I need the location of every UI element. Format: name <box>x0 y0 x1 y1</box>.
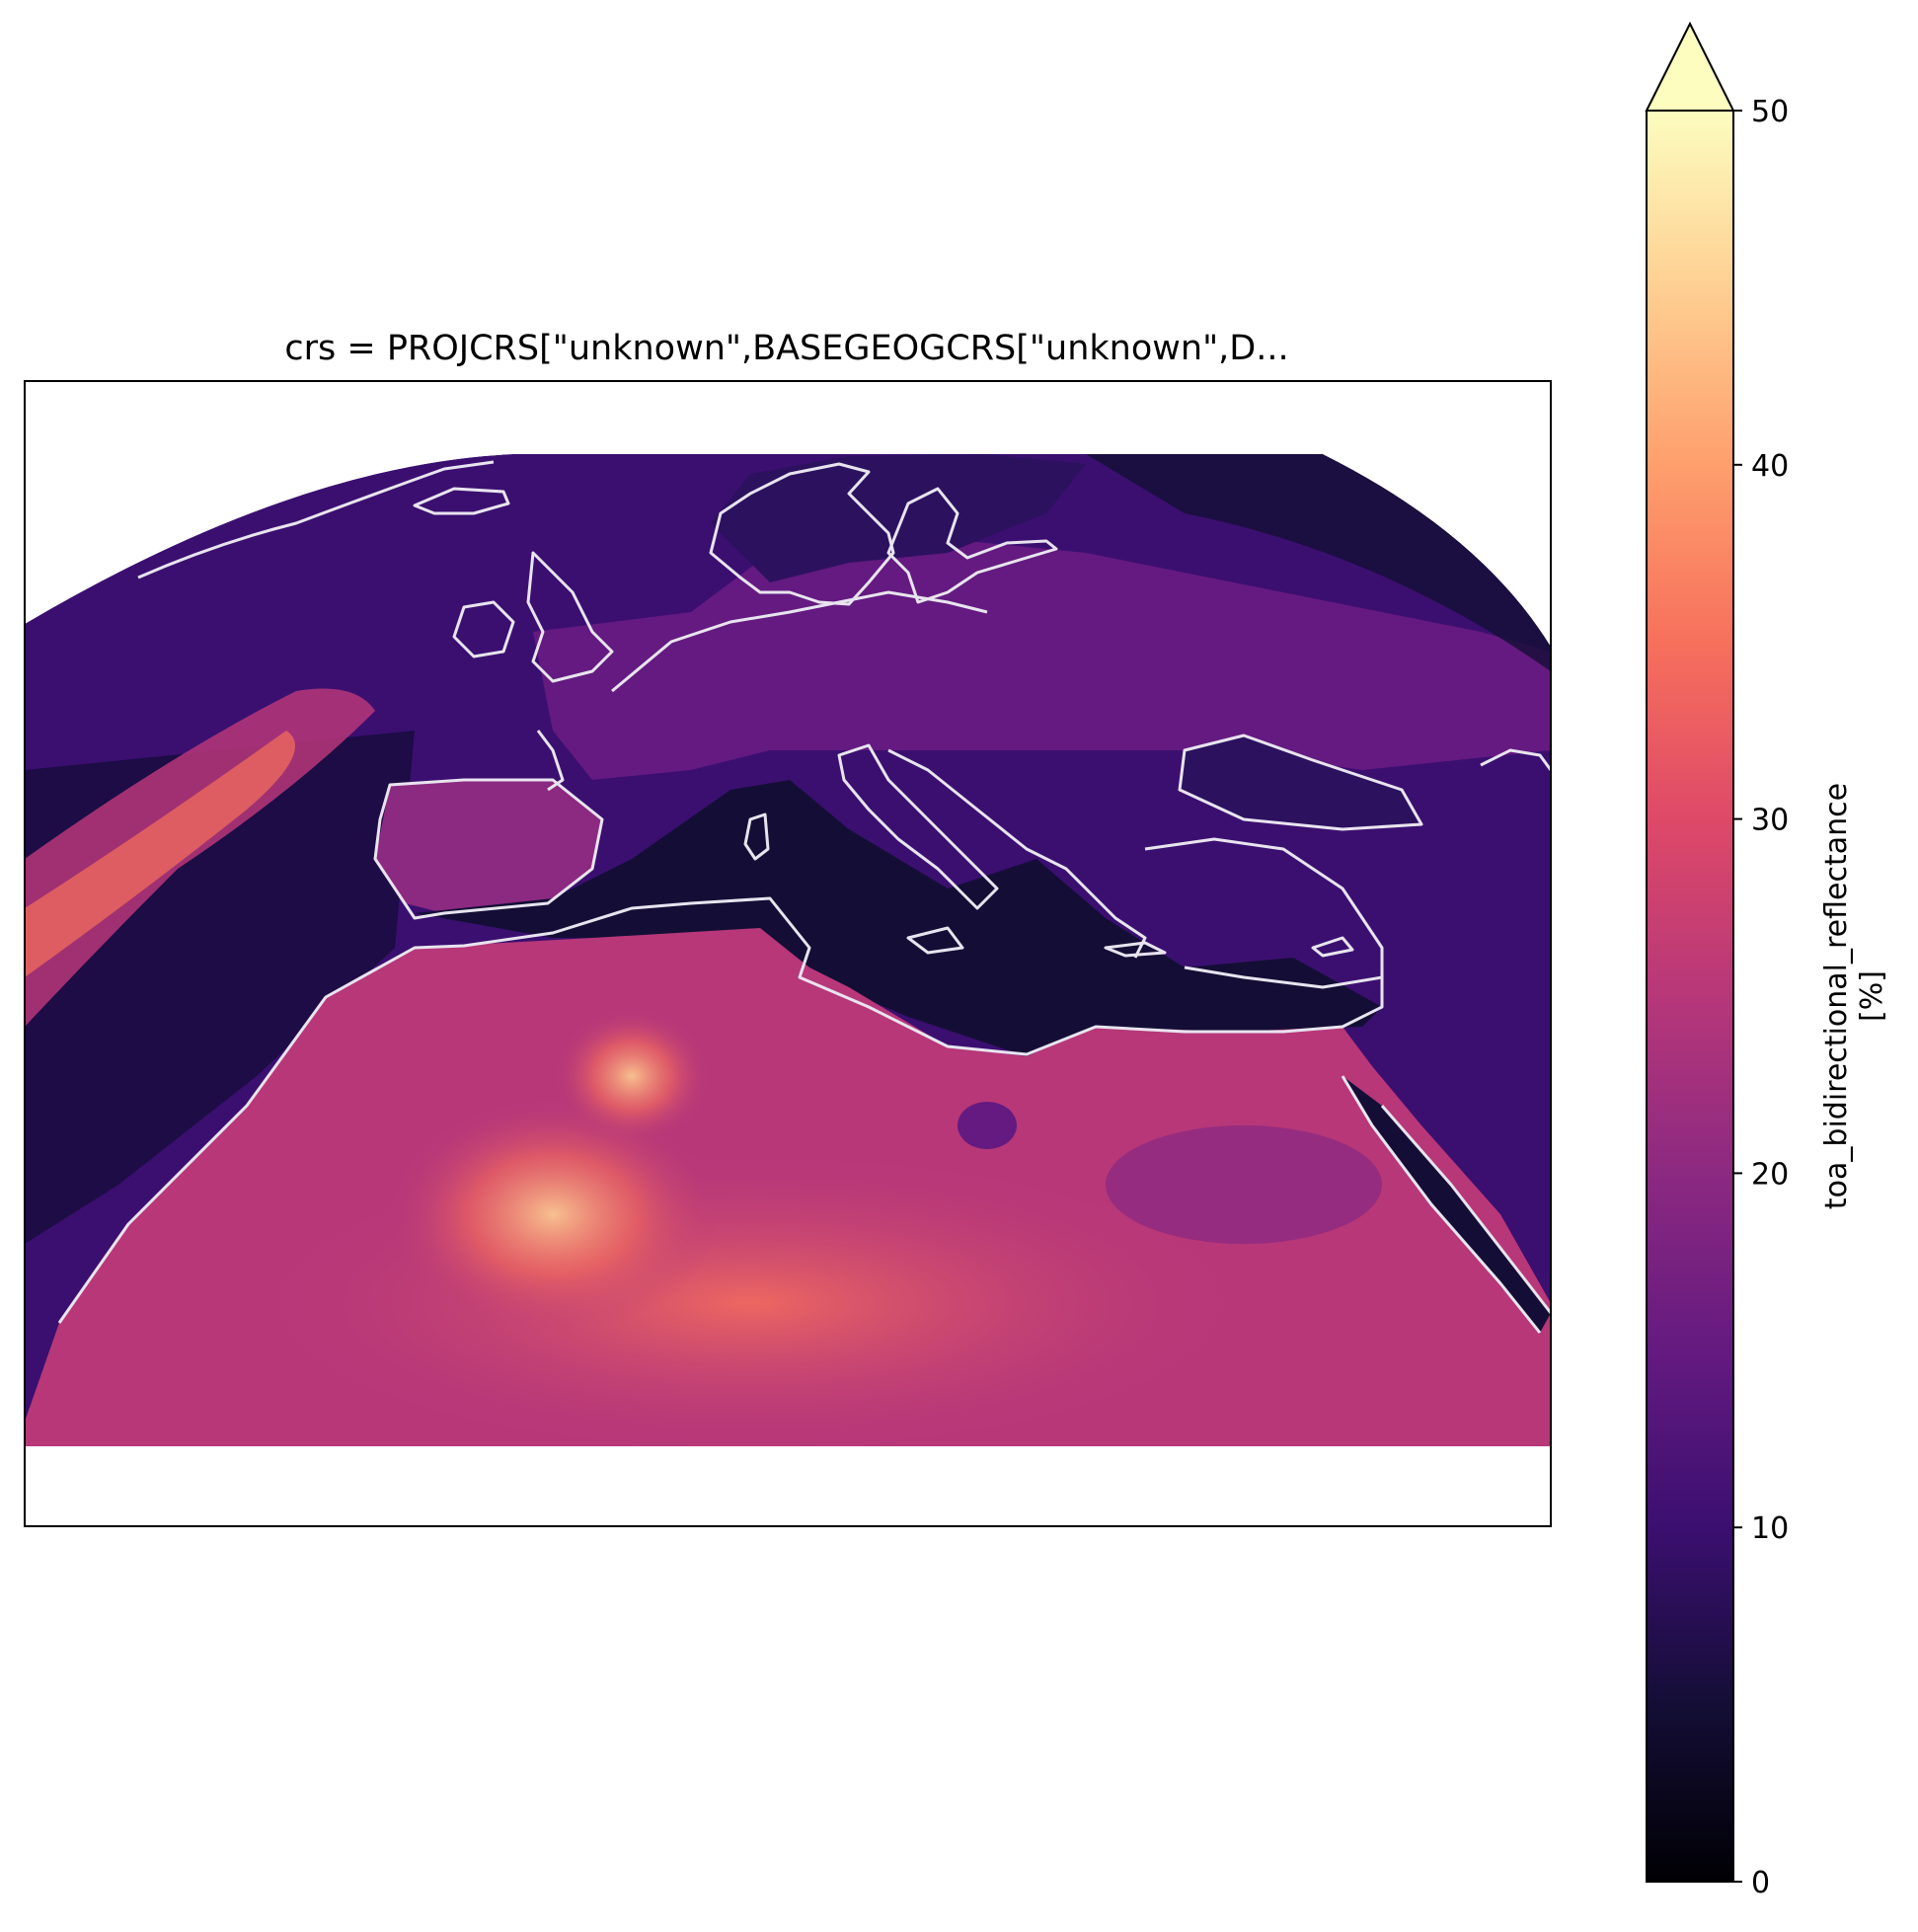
sahara-clouds-north <box>553 1007 711 1145</box>
iberia-land <box>375 780 602 913</box>
coastline-scandinavia <box>709 462 895 606</box>
coastline-crete <box>1104 941 1167 958</box>
desert-dark-patch-2 <box>1106 1125 1382 1244</box>
colorbar-tick-label: 0 <box>1751 1866 1770 1900</box>
colorbar-extend-arrow <box>1645 21 1735 112</box>
colorbar-label-line2: [%] <box>1855 970 1889 1022</box>
coastline-red-sea-east <box>1380 1105 1553 1314</box>
colorbar-tick-label: 40 <box>1751 449 1789 484</box>
coastline-turkey <box>1144 837 1384 989</box>
coastline-biscay <box>536 730 565 792</box>
coastline-iceland <box>413 487 510 515</box>
coastline-ireland <box>452 600 515 658</box>
colorbar: 0 10 20 30 40 50 toa_bidirectional_reflectanc… <box>1645 21 1889 1900</box>
space-background-right <box>1323 454 1551 647</box>
colorbar-gradient <box>1647 111 1733 1882</box>
coastline-cyprus <box>1311 936 1354 958</box>
coastline-balkans <box>887 748 1147 959</box>
coastline-europe-west <box>611 590 988 693</box>
atlantic-cloud-band <box>25 688 375 1027</box>
mediterranean-sea <box>415 780 1382 1056</box>
colorbar-ticks: 0 10 20 30 40 50 <box>1733 95 1789 1900</box>
red-sea <box>1343 1076 1551 1333</box>
coastline-north-africa <box>57 896 1384 1324</box>
coastline-sardinia <box>743 812 770 861</box>
colorbar-label-line1: toa_bidirectional_reflectance <box>1819 783 1854 1209</box>
desert-dark-patch <box>958 1102 1017 1149</box>
coastline-arctic <box>137 460 495 580</box>
map-frame <box>24 380 1552 1527</box>
coastline-sicily <box>906 926 964 955</box>
coastline-red-sea <box>1341 1075 1542 1334</box>
coastline-iberia <box>373 778 604 920</box>
satellite-image <box>25 454 1551 1446</box>
colorbar-tick-label: 10 <box>1751 1511 1789 1546</box>
sahara-clouds <box>385 1096 721 1333</box>
atlantic-cloud-core <box>25 731 295 977</box>
coastline-britain <box>526 551 614 683</box>
colorbar-tick-label: 50 <box>1751 95 1789 129</box>
black-sea <box>1180 735 1421 829</box>
coastline-caspian <box>1480 748 1553 771</box>
space-background <box>25 454 513 624</box>
colorbar-outline <box>1646 111 1734 1883</box>
coastlines <box>57 460 1553 1334</box>
colorbar-tick-label: 30 <box>1751 804 1789 838</box>
europe-land <box>533 533 1551 780</box>
coastline-italy <box>837 743 999 910</box>
colorbar-tick-label: 20 <box>1751 1157 1789 1192</box>
map-title: crs = PROJCRS["unknown",BASEGEOGCRS["unk… <box>284 329 1288 368</box>
scandinavia <box>711 454 1086 582</box>
map-axes <box>24 380 1553 1527</box>
coastline-black-sea <box>1178 734 1423 831</box>
